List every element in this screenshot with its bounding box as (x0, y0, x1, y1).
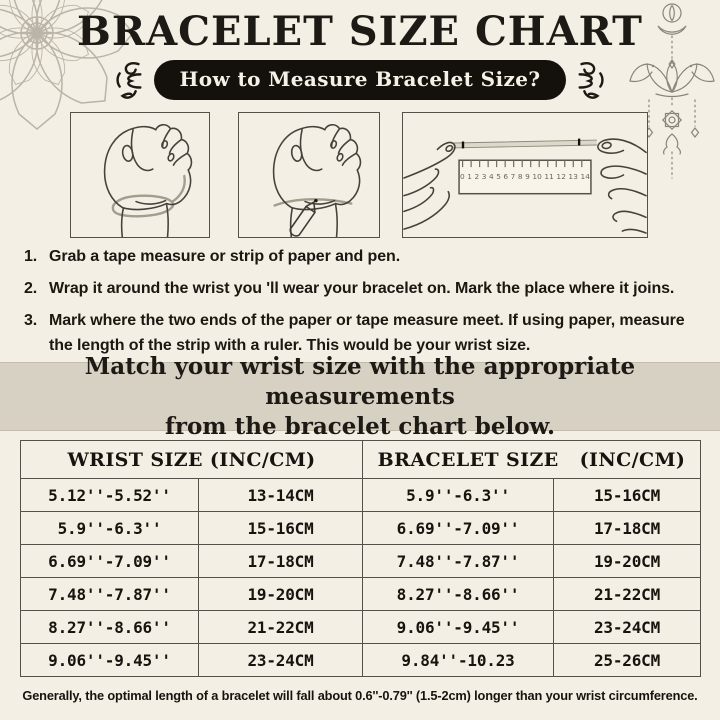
bracelet-inches: 6.69''-7.09'' (362, 511, 554, 545)
table-row: 7.48''-7.87'' 19-20CM 8.27''-8.66'' 21-2… (20, 577, 701, 611)
step-number: 3. (24, 312, 38, 329)
bracelet-inches: 8.27''-8.66'' (362, 577, 554, 611)
wrist-inches: 5.12''-5.52'' (20, 478, 199, 512)
mark-with-pen-illustration (238, 112, 380, 238)
bracelet-cm: 21-22CM (553, 577, 701, 611)
bracelet-cm: 15-16CM (553, 478, 701, 512)
wrist-cm: 23-24CM (198, 643, 363, 677)
table-row: 9.06''-9.45'' 23-24CM 9.84''-10.23 25-26… (20, 643, 701, 677)
how-to-measure-badge: How to Measure Bracelet Size? (154, 60, 566, 100)
ruler-icon: 0 1 2 3 4 5 6 7 8 9 10 11 12 13 14 (458, 159, 592, 195)
table-row: 8.27''-8.66'' 21-22CM 9.06''-9.45'' 23-2… (20, 610, 701, 644)
wrist-inches: 5.9''-6.3'' (20, 511, 199, 545)
step-number: 2. (24, 280, 38, 297)
wrist-inches: 7.48''-7.87'' (20, 577, 199, 611)
wrist-cm: 19-20CM (198, 577, 363, 611)
bracelet-inches: 9.06''-9.45'' (362, 610, 554, 644)
table-row: 6.69''-7.09'' 17-18CM 7.48''-7.87'' 19-2… (20, 544, 701, 578)
wrap-tape-illustration (70, 112, 210, 238)
bracelet-inches: 9.84''-10.23 (362, 643, 554, 677)
wrist-cm: 21-22CM (198, 610, 363, 644)
how-to-measure-badge-row: How to Measure Bracelet Size? (0, 60, 720, 100)
wrist-cm: 13-14CM (198, 478, 363, 512)
table-header-row: WRIST SIZE (INC/CM) BRACELET SIZE (INC/C… (20, 440, 701, 479)
bracelet-cm: 19-20CM (553, 544, 701, 578)
step-1: 1. Grab a tape measure or strip of paper… (24, 244, 718, 269)
ruler-numbers: 0 1 2 3 4 5 6 7 8 9 10 11 12 13 14 (460, 172, 590, 181)
bracelet-cm: 23-24CM (553, 610, 701, 644)
table-row: 5.12''-5.52'' 13-14CM 5.9''-6.3'' 15-16C… (20, 478, 701, 512)
wrist-cm: 15-16CM (198, 511, 363, 545)
wrist-inches: 9.06''-9.45'' (20, 643, 199, 677)
bracelet-cm: 17-18CM (553, 511, 701, 545)
measurement-steps: 1. Grab a tape measure or strip of paper… (24, 244, 718, 365)
sizing-footnote: Generally, the optimal length of a brace… (22, 688, 698, 703)
step-2: 2. Wrap it around the wrist you 'll wear… (24, 276, 718, 301)
step-text: Mark where the two ends of the paper or … (49, 312, 685, 354)
mandala-flower-icon (0, 0, 134, 130)
ruler-measure-illustration: 0 1 2 3 4 5 6 7 8 9 10 11 12 13 14 (402, 112, 648, 238)
banner-line-1: Match your wrist size with the appropria… (84, 352, 636, 410)
step-3: 3. Mark where the two ends of the paper … (24, 308, 718, 358)
match-instruction-banner: Match your wrist size with the appropria… (0, 353, 720, 440)
flourish-right-icon (578, 62, 604, 99)
step-text: Wrap it around the wrist you 'll wear yo… (49, 280, 675, 297)
page-title: BRACELET SIZE CHART (77, 8, 643, 55)
bracelet-inches: 5.9''-6.3'' (362, 478, 554, 512)
step-number: 1. (24, 248, 38, 265)
wrist-inches: 6.69''-7.09'' (20, 544, 199, 578)
lotus-ornament-icon (629, 3, 715, 179)
banner-line-2: from the bracelet chart below. (164, 412, 556, 440)
wrist-size-header: WRIST SIZE (INC/CM) (20, 440, 363, 479)
wrist-inches: 8.27''-8.66'' (20, 610, 199, 644)
wrist-cm: 17-18CM (198, 544, 363, 578)
step-text: Grab a tape measure or strip of paper an… (49, 248, 401, 265)
bracelet-inches: 7.48''-7.87'' (362, 544, 554, 578)
flourish-left-icon (116, 62, 142, 99)
size-table: WRIST SIZE (INC/CM) BRACELET SIZE (INC/C… (20, 440, 701, 677)
bracelet-cm: 25-26CM (553, 643, 701, 677)
table-row: 5.9''-6.3'' 15-16CM 6.69''-7.09'' 17-18C… (20, 511, 701, 545)
bracelet-size-header: BRACELET SIZE (INC/CM) (362, 440, 701, 479)
